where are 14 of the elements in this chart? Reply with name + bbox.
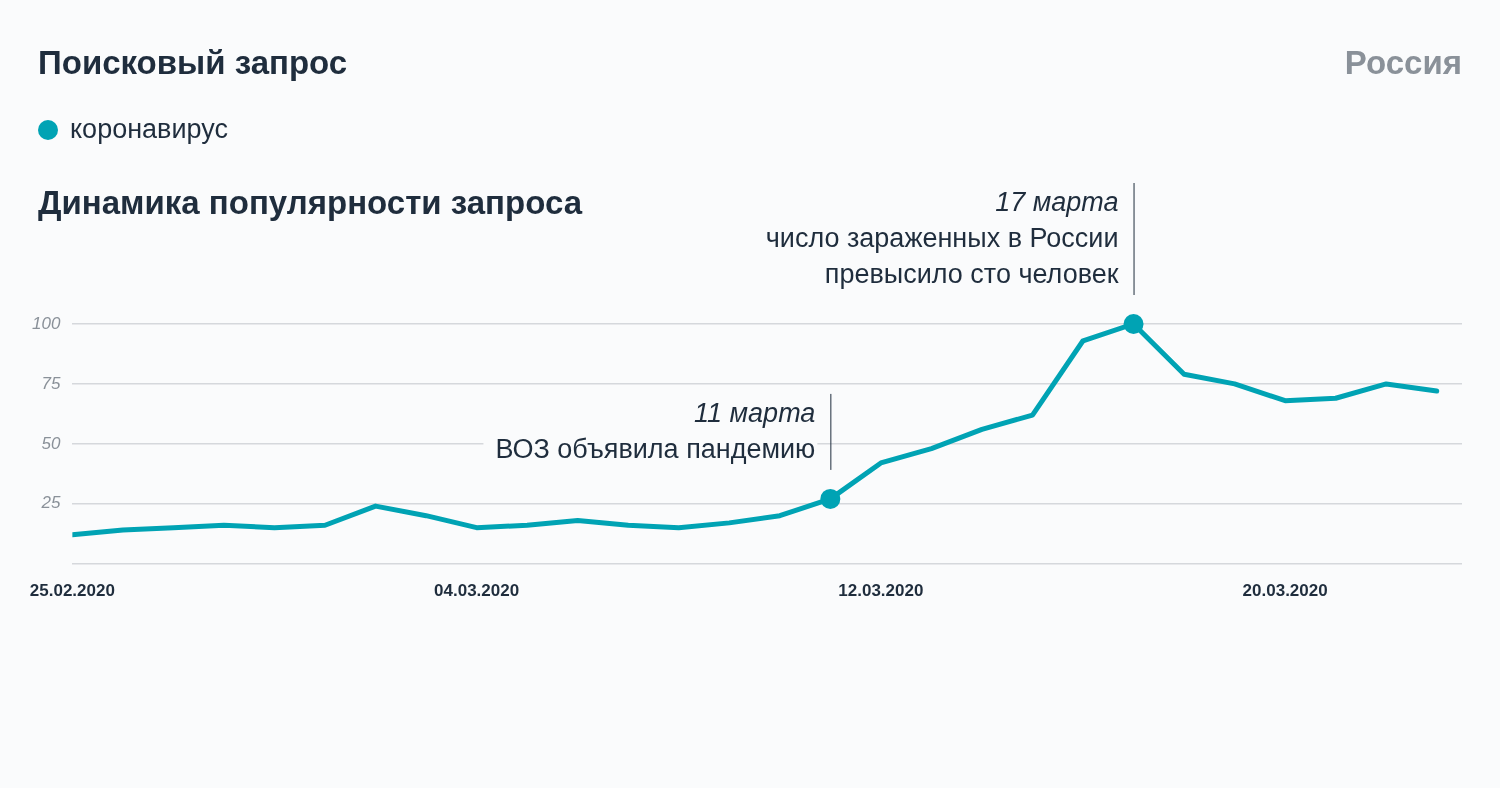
- text: Россия: [1344, 44, 1462, 82]
- x-tick-label: 25.02.2020: [29, 581, 115, 601]
- x-tick-label: 12.03.2020: [838, 581, 924, 601]
- annotation: 17 марта число зараженных в России превысило сто человек: [765, 187, 1119, 289]
- x-tick-label: 20.03.2020: [1242, 581, 1328, 601]
- x-tick-label: 04.03.2020: [434, 581, 520, 601]
- y-tick-label: 75: [41, 373, 61, 393]
- chart-title: Поисковый запрос: [38, 44, 348, 82]
- y-tick-label: 100: [31, 313, 61, 333]
- y-tick-label: 25: [40, 493, 61, 513]
- y-tick-label: 50: [41, 433, 61, 453]
- chart-subtitle: Динамика популярности запроса: [38, 184, 583, 222]
- annotation: 11 марта ВОЗ объявила пандемию: [495, 397, 816, 464]
- legend-label: коронавирус: [70, 114, 228, 145]
